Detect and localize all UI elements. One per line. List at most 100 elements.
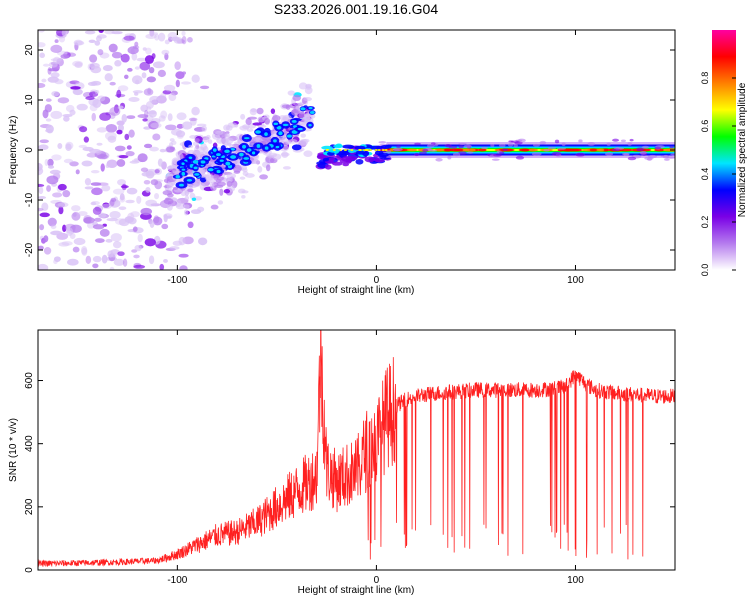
noise-speckle	[128, 97, 140, 102]
ramp-speckle	[300, 133, 306, 138]
noise-speckle	[198, 237, 208, 246]
ramp-core-peak	[308, 124, 312, 127]
ramp-core-peak	[297, 127, 303, 131]
ramp-core-peak	[181, 171, 186, 176]
ramp-speckle	[239, 176, 246, 180]
noise-speckle	[114, 60, 122, 67]
ramp-speckle	[266, 154, 275, 158]
noise-speckle	[39, 139, 49, 144]
ramp-speckle	[298, 82, 308, 90]
noise-speckle	[118, 218, 130, 227]
ramp-speckle	[169, 142, 174, 148]
stable-speckle	[627, 156, 637, 161]
ramp-core-peak	[216, 153, 221, 157]
stable-speckle	[629, 138, 634, 142]
noise-speckle	[38, 245, 44, 251]
stable-speckle	[660, 155, 670, 158]
noise-speckle	[182, 71, 187, 75]
ramp-speckle	[241, 194, 246, 199]
noise-speckle	[62, 224, 67, 233]
noise-speckle	[84, 30, 96, 35]
noise-speckle	[93, 217, 102, 222]
noise-speckle	[167, 113, 173, 122]
noise-speckle	[109, 81, 116, 86]
noise-speckle	[50, 58, 63, 62]
noise-speckle	[137, 153, 148, 163]
ramp-speckle	[253, 137, 264, 143]
noise-speckle	[90, 169, 100, 174]
stable-speckle	[499, 151, 505, 154]
ramp-speckle	[233, 159, 242, 166]
stable-speckle	[621, 152, 630, 156]
ramp-core-peak	[282, 123, 289, 127]
ramp-speckle	[227, 122, 238, 128]
stable-speckle	[636, 147, 645, 152]
noise-speckle	[137, 233, 143, 243]
stable-speckle	[539, 140, 547, 145]
noise-speckle	[165, 124, 177, 131]
noise-speckle	[62, 190, 71, 198]
noise-speckle	[137, 114, 149, 119]
ramp-core-peak	[255, 130, 261, 134]
ramp-core-peak	[193, 166, 198, 170]
stable-speckle	[517, 138, 526, 143]
stable-peak	[589, 148, 599, 152]
noise-speckle	[48, 61, 58, 68]
noise-speckle	[118, 154, 129, 159]
noise-speckle	[199, 85, 210, 90]
heatmap-ytick-label: 0	[24, 147, 35, 153]
noise-speckle	[105, 163, 110, 169]
noise-speckle	[38, 83, 46, 89]
noise-speckle	[149, 146, 159, 152]
stable-speckle	[447, 155, 452, 160]
noise-speckle	[50, 110, 63, 120]
stable-early	[354, 145, 366, 150]
stable-speckle	[513, 144, 518, 148]
ramp-speckle	[183, 209, 189, 216]
ramp-speckle	[271, 115, 281, 122]
ramp-speckle	[180, 189, 187, 197]
ramp-speckle	[189, 135, 197, 139]
ramp-core-peak	[243, 137, 250, 140]
noise-speckle	[75, 169, 80, 175]
stable-speckle	[561, 142, 566, 146]
noise-speckle	[128, 33, 137, 41]
ramp-speckle	[232, 164, 242, 173]
snr-xtick-label: -100	[167, 575, 187, 586]
ramp-speckle	[223, 189, 231, 194]
noise-speckle	[145, 199, 158, 207]
noise-speckle	[143, 179, 151, 185]
ramp-speckle	[216, 181, 226, 187]
noise-speckle	[142, 118, 148, 122]
ramp-core-peak	[309, 110, 315, 115]
transition-blob	[331, 161, 343, 166]
noise-speckle	[107, 135, 117, 143]
ramp-core-peak	[276, 125, 282, 130]
noise-speckle	[191, 74, 200, 83]
noise-speckle	[45, 118, 52, 122]
stable-speckle	[444, 143, 452, 148]
noise-speckle	[99, 228, 110, 237]
ramp-core-peak	[181, 168, 186, 171]
ramp-core-peak	[186, 178, 193, 182]
noise-speckle	[161, 49, 170, 56]
colorbar: 0.0 0.2 0.4 0.6 0.8 Normalized spectral ampl…	[700, 30, 748, 276]
stable-early	[333, 144, 343, 149]
noise-speckle	[92, 206, 102, 215]
stable-early-peak	[325, 149, 329, 151]
ramp-speckle	[210, 204, 219, 210]
noise-speckle	[144, 55, 154, 64]
ramp-speckle	[226, 173, 237, 179]
noise-speckle	[114, 145, 126, 152]
noise-speckle	[39, 224, 45, 231]
transition-blob	[342, 162, 349, 167]
stable-speckle	[604, 152, 614, 156]
ramp-core-peak	[273, 122, 279, 125]
ramp-speckle	[259, 174, 268, 180]
ramp-speckle	[220, 138, 229, 144]
noise-speckle	[113, 258, 125, 266]
noise-speckle	[159, 148, 166, 153]
ramp-speckle	[239, 125, 249, 131]
ramp-speckle	[305, 84, 312, 90]
